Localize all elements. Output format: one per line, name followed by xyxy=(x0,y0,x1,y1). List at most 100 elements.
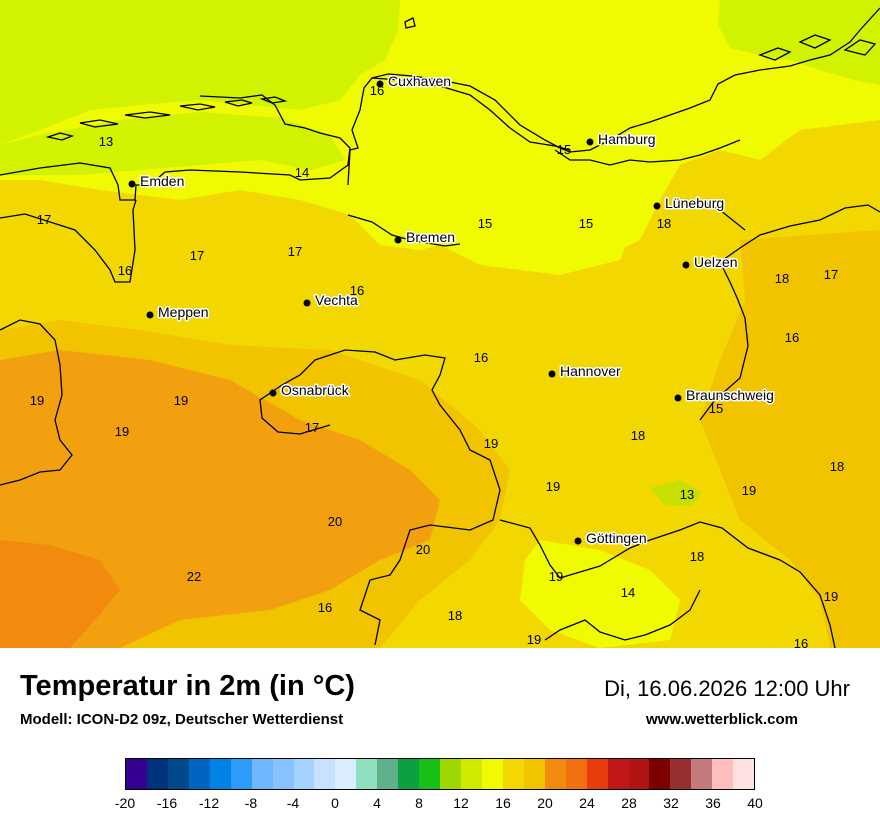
city-marker: Uelzen xyxy=(682,253,739,272)
sea-baltic xyxy=(718,0,880,85)
temp-zone-20-southwest xyxy=(0,350,440,648)
city-dot xyxy=(128,180,136,188)
temperature-value: 19 xyxy=(527,632,541,647)
city-markers: Cuxhaven Hamburg Emden Lüneburg Bremen Uelzen… xyxy=(128,72,775,548)
map-footer: Temperatur in 2m (in °C) Modell: ICON-D2… xyxy=(0,648,880,830)
temperature-value: 16 xyxy=(474,350,488,365)
city-marker: Lüneburg xyxy=(653,194,726,213)
temperature-value: 17 xyxy=(288,244,302,259)
temperature-value: 18 xyxy=(631,428,645,443)
color-scale-cell xyxy=(440,759,461,789)
temperature-value: 15 xyxy=(579,216,593,231)
color-scale-tick-label: 4 xyxy=(373,795,381,811)
city-name: Braunschweig xyxy=(686,387,774,403)
temperature-value: 17 xyxy=(824,267,838,282)
color-scale-tick-label: 28 xyxy=(621,795,637,811)
color-scale-tick-label: 0 xyxy=(331,795,339,811)
city-name: Vechta xyxy=(315,292,358,308)
sea-wadden xyxy=(0,112,345,175)
islands xyxy=(45,17,877,141)
color-scale-cell xyxy=(481,759,503,789)
color-scale-cell xyxy=(544,759,566,789)
city-dot xyxy=(146,311,154,319)
color-scale-cell xyxy=(230,759,252,789)
color-scale-tick-label: 12 xyxy=(453,795,469,811)
color-scale-tick-label: -12 xyxy=(198,795,220,811)
temp-zone-22-southwest xyxy=(0,540,120,648)
city-name: Osnabrück xyxy=(281,382,350,398)
city-dot xyxy=(269,389,277,397)
color-scale-tick-label: 36 xyxy=(705,795,721,811)
color-scale-cell xyxy=(335,759,357,789)
city-marker: Braunschweig xyxy=(674,386,775,405)
city-marker: Vechta xyxy=(303,291,360,310)
temperature-value: 15 xyxy=(478,216,492,231)
color-scale-cell xyxy=(565,759,587,789)
coastlines xyxy=(0,7,880,648)
color-scale-cell xyxy=(691,759,713,789)
temperature-value: 16 xyxy=(350,283,364,298)
color-scale-cell xyxy=(502,759,524,789)
city-dot xyxy=(653,202,661,210)
temp-zone-12-harz xyxy=(650,480,702,506)
temperature-value: 18 xyxy=(657,216,671,231)
color-scale-tick-label: 32 xyxy=(663,795,679,811)
color-scale-tick-label: 40 xyxy=(747,795,763,811)
forecast-datetime: Di, 16.06.2026 12:00 Uhr xyxy=(604,676,850,701)
temperature-value: 17 xyxy=(305,420,319,435)
temperature-value: 19 xyxy=(174,393,188,408)
color-scale-tick-label: 16 xyxy=(495,795,511,811)
temperature-value: 18 xyxy=(830,459,844,474)
map-title: Temperatur in 2m (in °C) xyxy=(20,670,355,702)
website-link[interactable]: www.wetterblick.com xyxy=(646,711,798,728)
city-dot xyxy=(376,80,384,88)
color-scale-cell xyxy=(356,759,378,789)
color-scale-tick-label: 24 xyxy=(579,795,595,811)
color-scale-cell xyxy=(293,759,315,789)
city-dot xyxy=(674,394,682,402)
color-scale-cell xyxy=(167,759,189,789)
city-name: Göttingen xyxy=(586,530,647,546)
city-dot xyxy=(682,261,690,269)
city-dot xyxy=(394,236,402,244)
model-info: Modell: ICON-D2 09z, Deutscher Wetterdie… xyxy=(20,711,344,728)
color-scale-cell xyxy=(607,759,629,789)
city-marker: Bremen xyxy=(394,228,457,247)
city-marker: Osnabrück xyxy=(269,381,351,400)
temperature-value: 20 xyxy=(416,542,430,557)
color-scale-cell xyxy=(146,759,168,789)
city-dot xyxy=(574,537,582,545)
city-name: Bremen xyxy=(406,229,455,245)
temperature-value: 14 xyxy=(295,165,309,180)
color-scale-cell xyxy=(251,759,273,789)
city-marker: Emden xyxy=(128,172,186,191)
sea-north-sea xyxy=(0,0,400,145)
color-scale-cell xyxy=(377,759,399,789)
temperature-value: 19 xyxy=(546,479,560,494)
city-marker: Cuxhaven xyxy=(376,72,453,91)
temperature-labels: 16 13 15 14 17 15 15 18 17 17 16 18 17 16 16 16 19 19 15 19… xyxy=(30,83,844,648)
city-dot xyxy=(548,370,556,378)
color-scale-cell xyxy=(272,759,294,789)
color-scale-cell xyxy=(649,759,671,789)
temperature-value: 14 xyxy=(621,585,635,600)
temperature-value: 17 xyxy=(37,212,51,227)
color-scale-tick-label: -20 xyxy=(114,795,136,811)
temperature-value: 16 xyxy=(794,636,808,648)
temperature-value: 19 xyxy=(824,589,838,604)
color-scale-tick-label: 8 xyxy=(415,795,423,811)
color-scale-cell xyxy=(461,759,482,789)
city-name: Emden xyxy=(140,173,184,189)
temperature-value: 18 xyxy=(448,608,462,623)
temperature-value: 18 xyxy=(775,271,789,286)
color-scale-cell xyxy=(733,759,755,789)
color-scale-tick-label: -4 xyxy=(286,795,300,811)
color-scale-tick-label: 20 xyxy=(537,795,553,811)
color-scale-cell xyxy=(398,759,420,789)
temperature-value: 19 xyxy=(742,483,756,498)
city-name: Uelzen xyxy=(694,254,738,270)
temp-zone-14-center xyxy=(410,160,640,275)
city-dot xyxy=(303,299,311,307)
temperature-value: 19 xyxy=(115,424,129,439)
city-marker: Hannover xyxy=(548,362,623,381)
